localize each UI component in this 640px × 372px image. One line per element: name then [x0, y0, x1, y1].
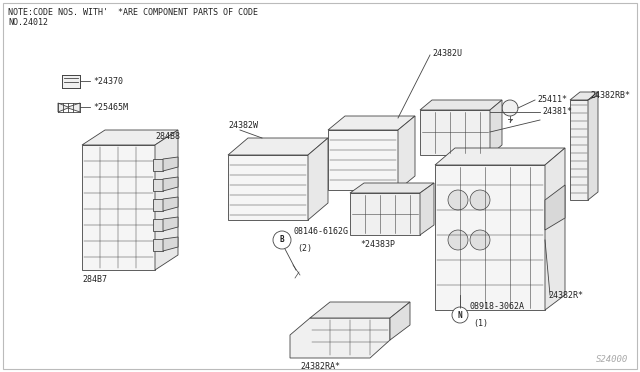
Polygon shape: [153, 199, 163, 211]
Text: 24382RA*: 24382RA*: [300, 362, 340, 371]
Circle shape: [448, 230, 468, 250]
Polygon shape: [228, 138, 328, 155]
Polygon shape: [398, 116, 415, 190]
Polygon shape: [155, 130, 178, 270]
Polygon shape: [62, 75, 80, 88]
Polygon shape: [153, 179, 163, 191]
Text: 24382U: 24382U: [432, 48, 462, 58]
Polygon shape: [350, 193, 420, 235]
Polygon shape: [82, 145, 155, 270]
Polygon shape: [163, 157, 178, 171]
Polygon shape: [228, 155, 308, 220]
Text: 284B8: 284B8: [155, 132, 180, 141]
Polygon shape: [545, 185, 565, 230]
Text: *25465M: *25465M: [93, 103, 128, 112]
Polygon shape: [328, 116, 415, 130]
Polygon shape: [435, 165, 545, 310]
Text: *24383P: *24383P: [360, 240, 395, 249]
Polygon shape: [588, 92, 598, 200]
Polygon shape: [153, 159, 163, 171]
Text: 24382W: 24382W: [228, 121, 258, 130]
Polygon shape: [163, 237, 178, 251]
Circle shape: [470, 190, 490, 210]
Circle shape: [470, 230, 490, 250]
Polygon shape: [58, 103, 80, 112]
Text: N: N: [458, 311, 462, 320]
Text: (1): (1): [473, 319, 488, 328]
Polygon shape: [328, 130, 398, 190]
Polygon shape: [308, 138, 328, 220]
Polygon shape: [350, 183, 434, 193]
Circle shape: [502, 100, 518, 116]
Polygon shape: [570, 100, 588, 200]
Polygon shape: [435, 148, 565, 165]
Text: 24381*: 24381*: [542, 108, 572, 116]
Text: 284B7: 284B7: [82, 275, 107, 284]
Text: 25411*: 25411*: [537, 94, 567, 103]
Text: S24000: S24000: [596, 355, 628, 364]
Polygon shape: [490, 100, 502, 155]
Polygon shape: [290, 318, 390, 358]
Circle shape: [452, 307, 468, 323]
Polygon shape: [420, 100, 502, 110]
Polygon shape: [163, 177, 178, 191]
Polygon shape: [310, 302, 410, 318]
Text: NO.24012: NO.24012: [8, 18, 48, 27]
Circle shape: [448, 190, 468, 210]
Text: *24370: *24370: [93, 77, 123, 86]
Text: 08918-3062A: 08918-3062A: [470, 302, 525, 311]
Polygon shape: [163, 197, 178, 211]
Polygon shape: [570, 92, 598, 100]
Text: 08146-6162G: 08146-6162G: [294, 227, 349, 236]
Text: 24382R*: 24382R*: [548, 291, 583, 299]
Polygon shape: [153, 239, 163, 251]
Text: B: B: [280, 235, 284, 244]
Polygon shape: [153, 219, 163, 231]
Polygon shape: [420, 110, 490, 155]
Polygon shape: [390, 302, 410, 340]
Circle shape: [273, 231, 291, 249]
Polygon shape: [420, 183, 434, 235]
Polygon shape: [82, 130, 178, 145]
Text: NOTE:CODE NOS. WITH'  *ARE COMPONENT PARTS OF CODE: NOTE:CODE NOS. WITH' *ARE COMPONENT PART…: [8, 8, 258, 17]
Text: (2): (2): [297, 244, 312, 253]
Text: 24382RB*: 24382RB*: [590, 90, 630, 99]
Polygon shape: [545, 148, 565, 310]
Polygon shape: [163, 217, 178, 231]
